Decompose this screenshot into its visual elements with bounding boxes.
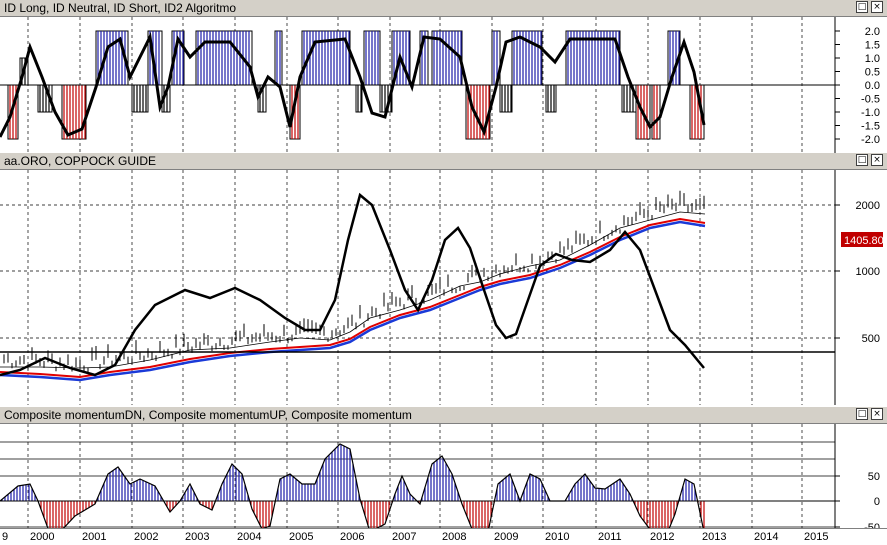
id2-algoritmo-line bbox=[0, 32, 706, 138]
price-panel-titlebar: aa.ORO, COPPOCK GUIDE □ × bbox=[0, 153, 887, 170]
time-axis: 9 2000 2001 2002 2003 2004 2005 2006 2007 2008 200… bbox=[0, 528, 887, 545]
id-indicator-panel: ID Long, ID Neutral, ID Short, ID2 Algor… bbox=[0, 0, 887, 153]
id-panel-titlebar: ID Long, ID Neutral, ID Short, ID2 Algor… bbox=[0, 0, 887, 17]
y-tick-label: -50 bbox=[864, 522, 880, 528]
y-tick-label: 50 bbox=[868, 471, 880, 483]
close-icon[interactable]: × bbox=[871, 408, 883, 420]
close-icon[interactable]: × bbox=[871, 1, 883, 13]
price-ma-red bbox=[0, 217, 706, 379]
y-tick-label: 1.5 bbox=[865, 40, 880, 52]
id-panel-title: ID Long, ID Neutral, ID Short, ID2 Algor… bbox=[4, 1, 237, 15]
id-state-block bbox=[651, 84, 661, 140]
y-tick-label: 1000 bbox=[856, 266, 880, 278]
year-label: 2005 bbox=[289, 531, 314, 543]
last-price-tag bbox=[841, 232, 883, 247]
year-label: 2007 bbox=[392, 531, 417, 543]
last-price-label: 1405.80 bbox=[844, 235, 884, 247]
y-tick-label: 2.0 bbox=[865, 26, 880, 38]
y-tick-label: -0.5 bbox=[861, 94, 880, 106]
year-label: 2012 bbox=[650, 531, 675, 543]
y-tick-label: 0.5 bbox=[865, 67, 880, 79]
year-label: 2003 bbox=[185, 531, 210, 543]
id-indicator-chart: 2.0 1.51.0 0.50.0 -0.5-1.0 -1.5-2.0 bbox=[0, 17, 880, 153]
price-ma-blue bbox=[0, 220, 706, 382]
price-ma-thin bbox=[0, 211, 706, 369]
year-label: 2002 bbox=[134, 531, 159, 543]
year-label: 2011 bbox=[598, 531, 622, 543]
year-label: 2001 bbox=[82, 531, 107, 543]
y-tick-label: 1.0 bbox=[865, 53, 880, 65]
y-tick-label: 0 bbox=[874, 496, 880, 508]
y-tick-label: -2.0 bbox=[861, 134, 880, 146]
y-tick-label: 2000 bbox=[856, 200, 880, 212]
restore-icon[interactable]: □ bbox=[856, 408, 868, 420]
year-label: 2006 bbox=[340, 531, 365, 543]
restore-icon[interactable]: □ bbox=[856, 1, 868, 13]
year-label: 2013 bbox=[702, 531, 727, 543]
momentum-chart: 50 0 -50 bbox=[0, 424, 880, 528]
close-icon[interactable]: × bbox=[871, 154, 883, 166]
price-panel-title: aa.ORO, COPPOCK GUIDE bbox=[4, 154, 157, 168]
y-tick-label: 500 bbox=[862, 333, 880, 345]
y-tick-label: 0.0 bbox=[865, 80, 880, 92]
momentum-panel: Composite momentumDN, Composite momentum… bbox=[0, 407, 887, 528]
year-label: 2004 bbox=[237, 531, 262, 543]
year-label: 2010 bbox=[545, 531, 570, 543]
restore-icon[interactable]: □ bbox=[856, 154, 868, 166]
year-label: 2014 bbox=[754, 531, 779, 543]
price-panel: aa.ORO, COPPOCK GUIDE □ × 2000 1000 500 14… bbox=[0, 153, 887, 405]
id-state-block bbox=[274, 30, 283, 86]
y-tick-label: -1.5 bbox=[861, 121, 880, 133]
momentum-panel-titlebar: Composite momentumDN, Composite momentum… bbox=[0, 407, 887, 424]
coppock-guide-line bbox=[0, 192, 705, 377]
year-label: 9 bbox=[2, 531, 9, 543]
y-tick-label: -1.0 bbox=[861, 107, 880, 119]
year-label: 2008 bbox=[442, 531, 467, 543]
composite-momentum-line bbox=[0, 443, 704, 528]
year-label: 2015 bbox=[804, 531, 829, 543]
momentum-panel-title: Composite momentumDN, Composite momentum… bbox=[4, 408, 412, 422]
price-chart: 2000 1000 500 1405.80 bbox=[0, 170, 884, 405]
year-label: 2009 bbox=[494, 531, 519, 543]
year-label: 2000 bbox=[30, 531, 55, 543]
